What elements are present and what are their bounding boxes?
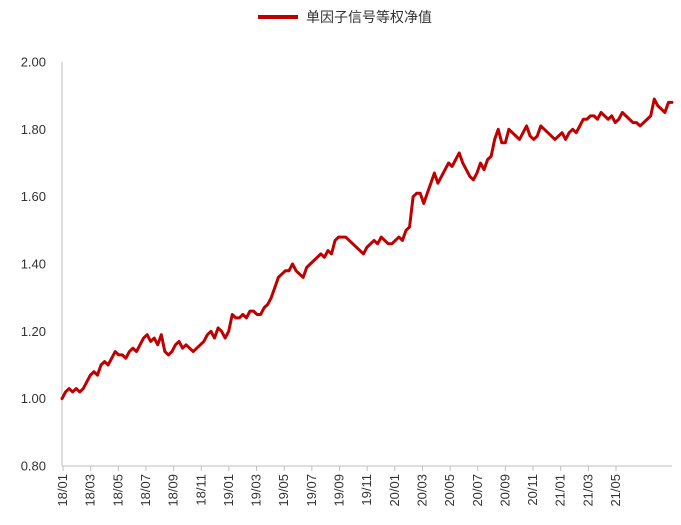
x-tick-label: 18/03 (83, 474, 98, 507)
x-tick-label: 21/01 (553, 474, 568, 507)
y-tick-label: 1.20 (21, 324, 46, 339)
series-line (60, 97, 674, 401)
x-tick-label: 18/05 (110, 474, 125, 507)
x-tick-label: 18/09 (166, 474, 181, 507)
y-tick-label: 1.40 (21, 257, 46, 272)
y-tick-label: 0.80 (21, 459, 46, 474)
x-tick-label: 20/01 (387, 474, 402, 507)
x-tick-label: 19/05 (276, 474, 291, 507)
x-tick-label: 21/03 (580, 474, 595, 507)
y-tick-label: 2.00 (21, 55, 46, 70)
x-tick-label: 20/11 (525, 474, 540, 506)
x-tick-label: 20/07 (470, 474, 485, 507)
x-tick-label: 19/01 (221, 474, 236, 507)
legend-label: 单因子信号等权净值 (306, 9, 432, 26)
y-tick-label: 1.60 (21, 189, 46, 204)
y-tick-label: 1.80 (21, 122, 46, 137)
x-tick-label: 19/09 (332, 474, 347, 507)
legend: 单因子信号等权净值 (258, 9, 432, 26)
x-tick-label: 20/09 (497, 474, 512, 507)
x-tick-label: 20/05 (442, 474, 457, 507)
x-tick-label: 21/05 (608, 474, 623, 507)
x-tick-label: 18/11 (193, 474, 208, 506)
x-tick-label: 19/03 (249, 474, 264, 507)
x-tick-label: 18/01 (55, 474, 70, 507)
x-tick-label: 19/07 (304, 474, 319, 507)
plot-area (60, 97, 674, 401)
y-tick-label: 1.00 (21, 391, 46, 406)
x-tick-label: 18/07 (138, 474, 153, 507)
x-ticks: 18/01 18/03 18/05 18/07 18/09 18/11 19/01 19/03… (55, 466, 623, 507)
x-tick-label: 19/11 (359, 474, 374, 506)
y-ticks: 0.80 1.00 1.20 1.40 1.60 1.80 2.00 (21, 55, 46, 474)
x-tick-label: 20/03 (414, 474, 429, 507)
